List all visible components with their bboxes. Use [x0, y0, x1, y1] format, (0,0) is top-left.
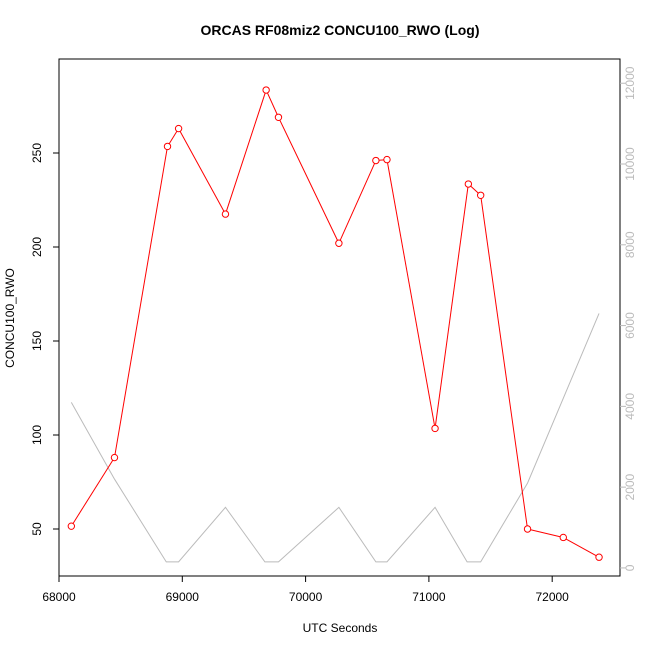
series-left-segment: [387, 162, 435, 426]
x-tick-label: 69000: [166, 590, 200, 604]
series-right-line: [70, 313, 600, 563]
y-tick-label: 100: [30, 425, 44, 445]
y-axis-label: CONCU100_RWO: [3, 268, 17, 368]
series-left-point: [595, 553, 603, 561]
y-tick-label: 250: [30, 143, 44, 163]
series-left-segment: [225, 92, 266, 212]
y2-tick-label: 0: [623, 564, 637, 571]
series-left-point: [372, 156, 380, 165]
y-tick-label: 200: [30, 237, 44, 257]
y2-tick-label: 8000: [623, 231, 637, 258]
series-left-segment: [530, 529, 561, 538]
plot-frame: [58, 58, 621, 577]
series-left-segment: [434, 187, 469, 426]
y2-tick-label: 10000: [623, 147, 637, 181]
series-left-point: [476, 191, 485, 200]
x-tick-label: 70000: [289, 590, 323, 604]
series-left-segment: [267, 92, 278, 115]
series-left-segment: [168, 131, 178, 144]
series-left-segment: [72, 460, 114, 524]
x-tick-label: 68000: [42, 590, 76, 604]
y-tick-label: 150: [30, 331, 44, 351]
y2-tick-label: 2000: [623, 473, 637, 500]
series-left-segment: [339, 163, 376, 241]
x-tick-label: 71000: [412, 590, 446, 604]
series-left-point: [464, 180, 473, 188]
series-left-point: [163, 142, 172, 151]
series-left-point: [523, 525, 532, 533]
y-axis-right: 0 2000 4000 6000 8000 10000 12000: [620, 66, 637, 571]
x-tick-label: 72000: [535, 590, 569, 604]
series-left-segment: [470, 185, 479, 194]
series-left-group: [67, 86, 603, 561]
series-layer: [67, 86, 603, 563]
x-axis-label: UTC Seconds: [303, 621, 378, 635]
y2-tick-label: 4000: [623, 393, 637, 420]
y2-tick-label: 6000: [623, 312, 637, 339]
series-left-point: [274, 113, 283, 121]
x-axis: 68000 69000 70000 71000 72000: [42, 576, 569, 604]
y-tick-label: 50: [30, 522, 44, 536]
series-left-segment: [179, 131, 225, 212]
series-left-point: [262, 86, 270, 94]
series-left-point: [559, 533, 567, 542]
series-left-segment: [279, 119, 338, 241]
y-axis-left: 50 100 150 200 250: [30, 143, 59, 536]
series-left-point: [67, 522, 76, 530]
series-left-point: [431, 424, 439, 433]
y2-tick-label: 12000: [623, 66, 637, 100]
series-left-point: [335, 239, 343, 247]
series-left-segment: [480, 198, 528, 526]
series-left-segment: [114, 149, 168, 455]
series-left-point: [221, 210, 230, 218]
series-left-point: [383, 155, 391, 164]
series-left-point: [110, 453, 119, 462]
series-right-group: [70, 313, 600, 563]
chart-title: ORCAS RF08miz2 CONCU100_RWO (Log): [200, 22, 479, 38]
series-left-point: [174, 124, 183, 133]
series-left-segment: [565, 538, 597, 557]
